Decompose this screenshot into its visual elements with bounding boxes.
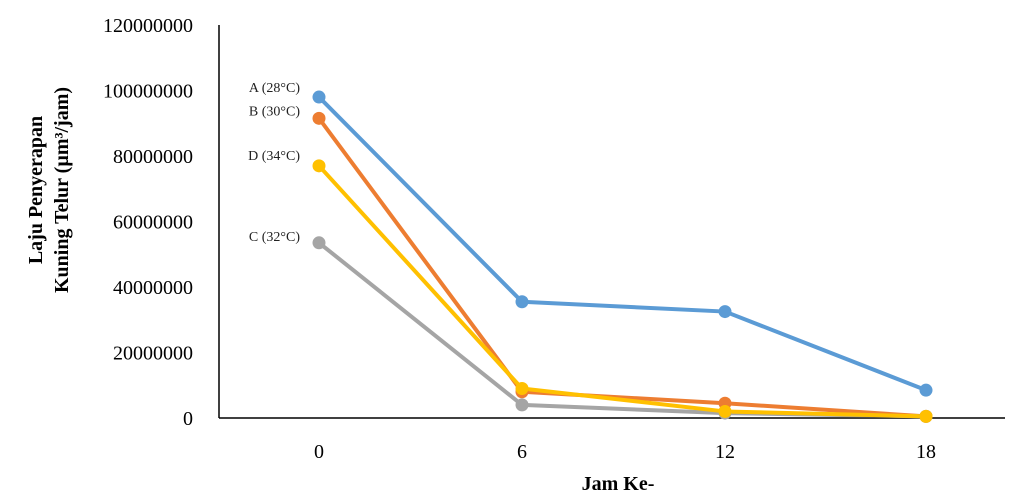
y-tick-label: 20000000 xyxy=(113,343,193,365)
x-tick-label: 6 xyxy=(517,441,527,463)
series-line xyxy=(317,95,927,393)
y-tick-label: 120000000 xyxy=(103,15,193,37)
x-axis-ticks: 0 6 12 18 xyxy=(314,441,936,463)
data-point xyxy=(312,90,326,104)
x-tick-label: 12 xyxy=(715,441,735,463)
data-point xyxy=(312,111,326,125)
x-axis-title: Jam Ke- xyxy=(582,473,655,495)
data-point xyxy=(919,409,933,423)
y-tick-label: 80000000 xyxy=(113,146,193,168)
series-line xyxy=(317,241,927,419)
x-tick-label: 0 xyxy=(314,441,324,463)
series-line xyxy=(317,164,927,419)
data-point xyxy=(515,398,529,412)
data-point xyxy=(312,159,326,173)
data-point xyxy=(515,382,529,396)
y-tick-label: 40000000 xyxy=(113,277,193,299)
series-label: B (30°C) xyxy=(249,104,300,119)
data-point xyxy=(718,305,732,319)
series-line xyxy=(317,117,927,419)
data-point xyxy=(515,295,529,309)
y-tick-label: 0 xyxy=(183,408,193,430)
series-points xyxy=(312,90,933,423)
y-axis-ticks: 0 20000000 40000000 60000000 80000000 1000000… xyxy=(103,15,193,430)
series-label: C (32°C) xyxy=(249,230,300,245)
y-tick-label: 60000000 xyxy=(113,212,193,234)
series-label: D (34°C) xyxy=(248,149,300,164)
x-tick-label: 18 xyxy=(916,441,936,463)
data-point xyxy=(312,236,326,250)
y-tick-label: 100000000 xyxy=(103,81,193,103)
y-axis-title-line2: Kuning Telur (µm³/jam) xyxy=(51,87,73,293)
y-axis-title-line1: Laju Penyerapan xyxy=(25,116,47,264)
series-label: A (28°C) xyxy=(249,81,300,96)
data-point xyxy=(919,383,933,397)
data-point xyxy=(718,404,732,418)
series-lines xyxy=(317,95,927,419)
series-labels: A (28°C) B (30°C) C (32°C) D (34°C) xyxy=(248,81,300,245)
